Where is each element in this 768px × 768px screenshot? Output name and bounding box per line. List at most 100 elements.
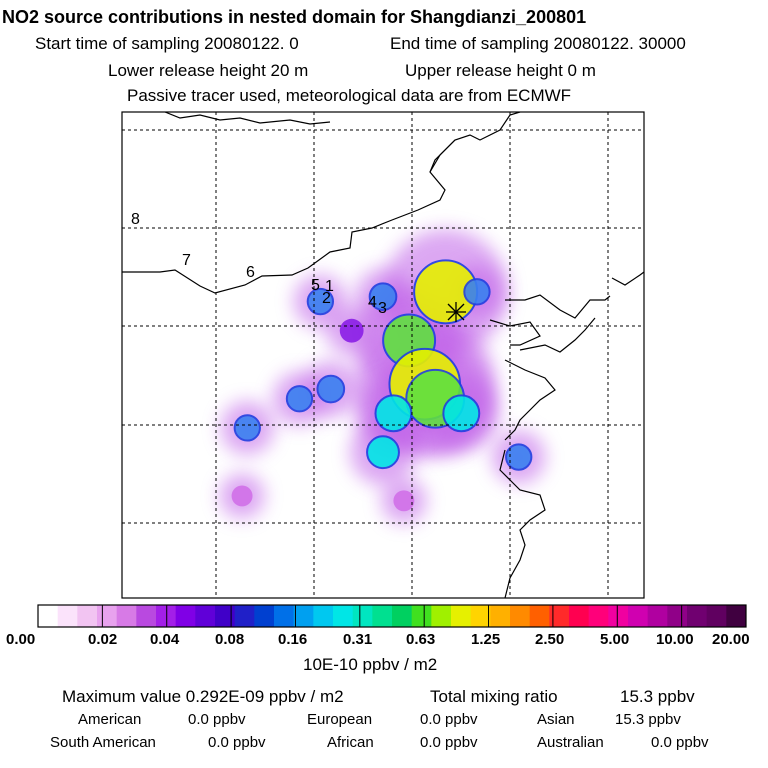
map-frame [121,111,645,599]
colorbar-cell [588,605,609,627]
american-label: American [78,711,142,728]
source-cell [231,485,253,507]
region-label-5: 5 [311,277,320,294]
african-label: African [327,734,374,751]
colorbar-cell [529,605,550,627]
colorbar-cell [136,605,157,627]
region-label-6: 6 [246,264,255,281]
colorbar-cell [116,605,137,627]
cbar-tick-9: 5.00 [600,631,630,648]
colorbar-cell [490,605,511,627]
region-label-8: 8 [131,211,140,228]
colorbar-cell [313,605,334,627]
source-cell [306,287,335,316]
source-cell [442,394,481,433]
cbar-tick-0: 0.00 [6,631,36,648]
source-cell [374,394,413,433]
source-cell [316,374,346,404]
total-mixing-value: 15.3 ppbv [620,687,695,706]
colorbar-cell [608,605,629,627]
end-time: End time of sampling 20080122. 30000 [390,34,686,53]
asian-label: Asian [537,711,575,728]
lower-release-height: Lower release height 20 m [108,61,309,80]
colorbar-cell [57,605,78,627]
european-value: 0.0 ppbv [420,711,478,728]
colorbar-cell [510,605,531,627]
region-label-4: 4 [368,294,377,311]
grid-lines [122,112,644,598]
cbar-tick-1: 0.02 [88,631,118,648]
south-american-value: 0.0 ppbv [208,734,266,751]
region-labels: 8 7 6 5 1 2 4 3 [131,211,387,317]
source-cell [505,443,533,471]
units-label: 10E-10 ppbv / m2 [303,655,438,674]
colorbar-cell [647,605,668,627]
source-cell [393,490,415,512]
cbar-tick-8: 2.50 [535,631,565,648]
cbar-tick-2: 0.04 [150,631,180,648]
colorbar-cell [667,605,688,627]
colorbar-cell [77,605,98,627]
colorbar-cell [628,605,649,627]
max-value: Maximum value 0.292E-09 ppbv / m2 [62,687,344,706]
european-label: European [307,711,373,728]
colorbar-cell [431,605,452,627]
colorbar-cell [392,605,413,627]
american-value: 0.0 ppbv [188,711,246,728]
colorbar-cell [274,605,295,627]
cbar-tick-4: 0.16 [278,631,308,648]
colorbar-cell [569,605,590,627]
region-label-2: 2 [322,290,331,307]
tracer-info: Passive tracer used, meteorological data… [127,86,572,105]
coastlines-borders [122,112,644,598]
colorbar-cell [97,605,118,627]
colorbar-cell [38,605,59,627]
colorbar-cell [156,605,177,627]
colorbar-cell [195,605,216,627]
source-cell [233,414,261,442]
african-value: 0.0 ppbv [420,734,478,751]
start-time: Start time of sampling 20080122. 0 [35,34,299,53]
colorbar-cell [549,605,570,627]
cbar-tick-7: 1.25 [471,631,501,648]
colorbar-cell [451,605,472,627]
colorbar-cell [726,605,747,627]
colorbar-cell [352,605,373,627]
source-cell [368,282,398,312]
total-mixing-label: Total mixing ratio [430,687,558,706]
colorbar-cell [687,605,708,627]
source-cell [463,278,491,306]
asian-value: 15.3 ppbv [615,711,681,728]
cbar-tick-6: 0.63 [406,631,436,648]
cbar-tick-11: 20.00 [712,631,750,648]
region-label-1: 1 [325,278,334,295]
upper-release-height: Upper release height 0 m [405,61,596,80]
cbar-tick-5: 0.31 [343,631,373,648]
chart-title: NO2 source contributions in nested domai… [2,7,587,27]
source-cell [366,435,400,470]
cbar-tick-10: 10.00 [656,631,694,648]
station-marker-icon [446,302,466,322]
region-label-3: 3 [378,300,387,317]
source-cell [285,385,314,413]
cbar-tick-3: 0.08 [215,631,245,648]
colorbar-cell [333,605,354,627]
south-american-label: South American [50,734,156,751]
colorbar-cells [37,605,747,627]
colorbar-cell [175,605,196,627]
colorbar-cell [215,605,236,627]
australian-label: Australian [537,734,604,751]
colorbar-cell [470,605,491,627]
colorbar-cell [411,605,432,627]
colorbar-cell [234,605,255,627]
colorbar-cell [293,605,314,627]
colorbar-frame [37,604,747,628]
region-label-7: 7 [182,252,191,269]
source-cell [339,318,364,343]
colorbar-cell [372,605,393,627]
australian-value: 0.0 ppbv [651,734,709,751]
colorbar-cell [706,605,727,627]
colorbar-cell [254,605,275,627]
